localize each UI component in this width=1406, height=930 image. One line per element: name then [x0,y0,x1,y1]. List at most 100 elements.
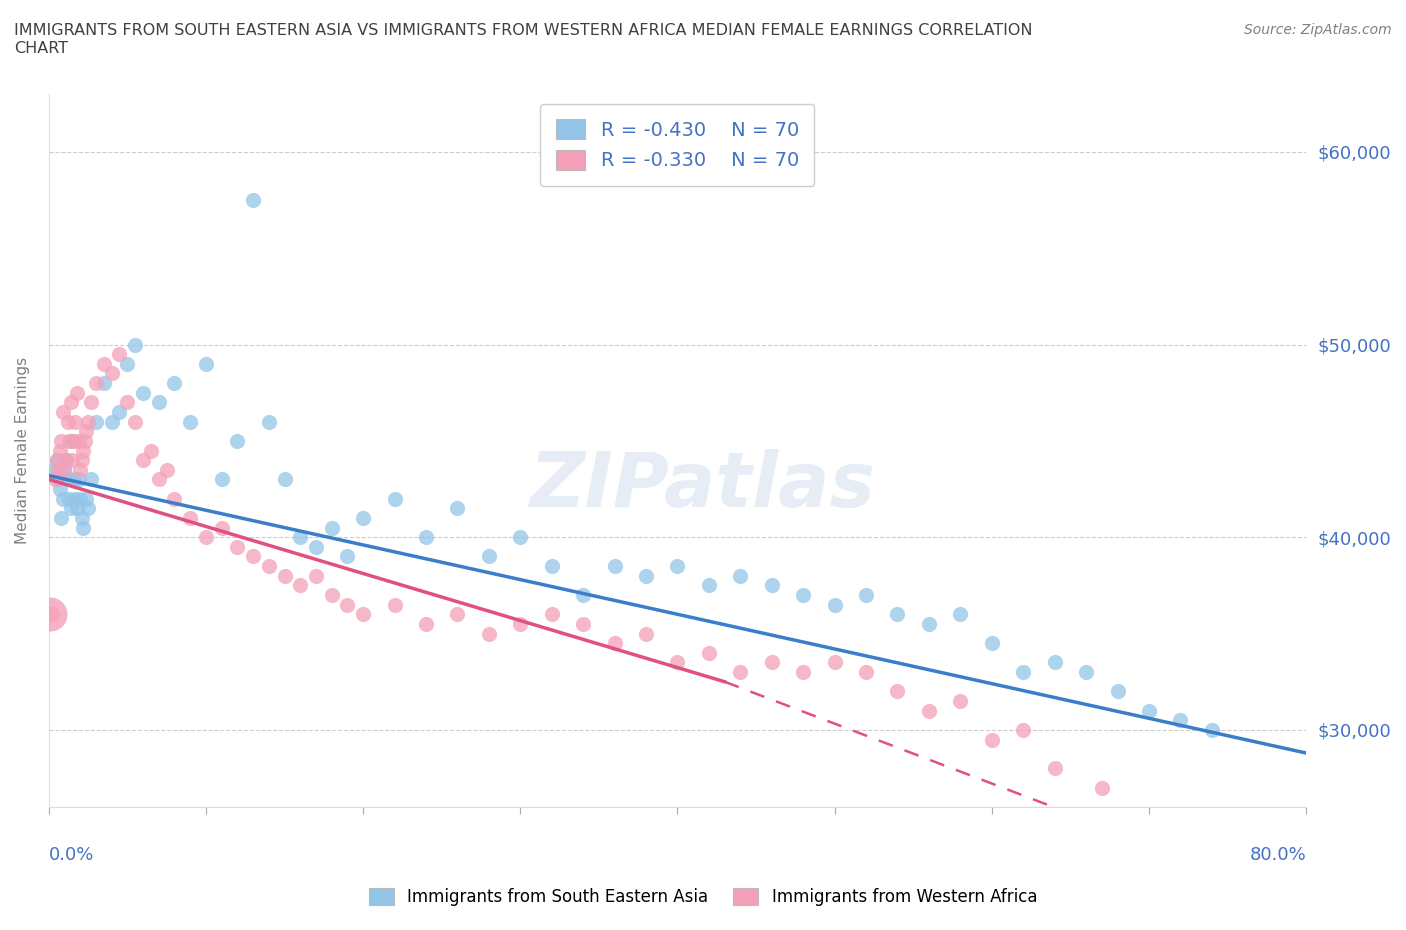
Text: 80.0%: 80.0% [1250,846,1306,864]
Point [242,193,264,207]
Point [70,453,93,468]
Point [855,665,877,680]
Point [949,694,972,709]
Point [509,617,531,631]
Point [55,453,77,468]
Point [824,597,846,612]
Point [572,617,595,631]
Point [132,385,155,400]
Point [60,453,83,468]
Point [132,453,155,468]
Text: Source: ZipAtlas.com: Source: ZipAtlas.com [1244,23,1392,37]
Point [273,472,295,486]
Point [77,414,100,429]
Point [65,414,87,429]
Point [918,703,941,718]
Point [761,655,783,670]
Point [886,684,908,698]
Point [80,395,103,410]
Point [179,414,201,429]
Point [603,636,626,651]
Point [84,376,107,391]
Point [226,539,249,554]
Point [730,665,752,680]
Point [321,520,343,535]
Point [697,578,720,592]
Point [63,433,86,448]
Point [93,356,115,371]
Point [918,617,941,631]
Point [93,376,115,391]
Point [148,472,170,486]
Point [67,472,90,486]
Point [855,588,877,603]
Point [69,462,91,477]
Point [39,607,62,622]
Point [42,462,65,477]
Text: IMMIGRANTS FROM SOUTH EASTERN ASIA VS IMMIGRANTS FROM WESTERN AFRICA MEDIAN FEMA: IMMIGRANTS FROM SOUTH EASTERN ASIA VS IM… [14,23,1032,56]
Point [194,530,217,545]
Point [415,530,437,545]
Point [179,511,201,525]
Point [108,347,131,362]
Point [53,462,76,477]
Point [52,491,75,506]
Point [730,568,752,583]
Point [603,559,626,574]
Point [84,414,107,429]
Point [211,472,233,486]
Point [58,491,80,506]
Point [352,607,374,622]
Point [321,588,343,603]
Point [1012,665,1035,680]
Point [156,462,179,477]
Legend: R = -0.430    N = 70, R = -0.330    N = 70: R = -0.430 N = 70, R = -0.330 N = 70 [540,104,814,186]
Point [41,607,63,622]
Point [257,559,280,574]
Point [509,530,531,545]
Point [59,395,82,410]
Point [336,597,359,612]
Point [46,472,69,486]
Point [73,433,96,448]
Point [117,395,139,410]
Point [336,549,359,564]
Point [1137,703,1160,718]
Point [44,472,66,486]
Point [761,578,783,592]
Point [792,665,814,680]
Point [1091,780,1114,795]
Point [56,472,79,486]
Point [48,482,70,497]
Point [58,433,80,448]
Point [45,453,67,468]
Point [446,501,468,516]
Point [446,607,468,622]
Point [824,655,846,670]
Point [139,443,162,458]
Point [70,511,93,525]
Point [100,366,122,381]
Point [634,626,657,641]
Point [163,491,186,506]
Point [384,597,406,612]
Point [66,501,89,516]
Point [290,578,312,592]
Point [124,414,146,429]
Point [148,395,170,410]
Point [478,549,501,564]
Point [290,530,312,545]
Point [1043,761,1066,776]
Point [124,337,146,352]
Point [305,568,328,583]
Point [1107,684,1129,698]
Point [666,655,689,670]
Point [1170,712,1192,727]
Point [51,511,73,525]
Point [540,559,562,574]
Point [66,385,89,400]
Text: ZIPatlas: ZIPatlas [530,449,876,524]
Point [48,443,70,458]
Point [55,453,77,468]
Point [792,588,814,603]
